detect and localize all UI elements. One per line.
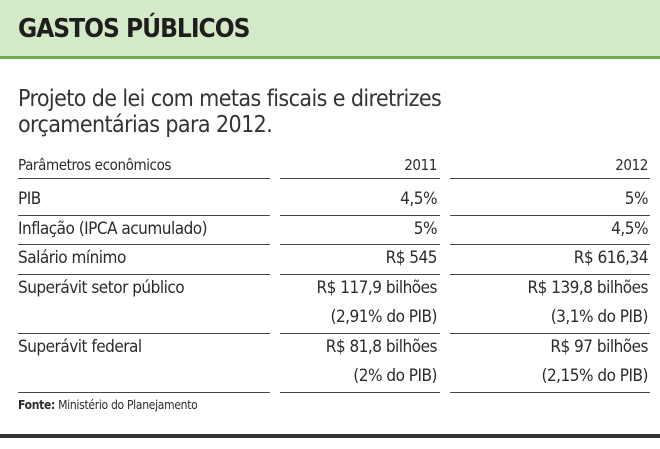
column-header: Parâmetros econômicos [18,156,172,174]
row-rule [280,273,440,275]
row-rule [450,391,650,393]
table-cell: (3,1% do PIB) [550,307,649,327]
row-rule [18,214,270,216]
row-rule [450,178,650,179]
table-cell: R$ 616,34 [573,248,649,268]
row-rule [280,332,440,334]
table-cell: R$ 139,8 bilhões [527,277,649,298]
row-rule [450,332,650,334]
subtitle: Projeto de lei com metas fiscais e diret… [18,86,442,112]
table-cell: (2,91% do PIB) [330,307,437,327]
table-cell: Salário mínimo [18,248,126,268]
subtitle: orçamentárias para 2012. [18,112,273,138]
table-cell: (2% do PIB) [353,366,437,386]
row-rule [450,273,650,275]
table-cell: 4,5% [611,218,648,239]
table-cell: 5% [624,189,649,209]
bottom-rule [0,434,660,438]
column-header: 2012 [615,156,648,174]
row-rule [450,214,650,216]
row-rule [18,391,270,393]
title: GASTOS PÚBLICOS [18,14,250,44]
table-cell: 5% [413,218,438,239]
row-rule [280,244,440,245]
row-rule [18,244,270,245]
source-label: Fonte: [18,398,56,412]
row-rule [280,391,440,393]
table-cell: R$ 81,8 bilhões [325,336,438,357]
table-cell: R$ 545 [385,248,438,268]
table-cell: 4,5% [400,189,437,209]
table-cell: Superávit setor público [18,277,185,298]
row-rule [450,244,650,245]
table-cell: PIB [18,189,41,209]
source-text: Ministério do Planejamento [58,398,198,412]
header-band [0,0,660,59]
table-cell: (2,15% do PIB) [541,366,648,386]
source: Fonte: Ministério do Planejamento [18,398,198,412]
row-rule [18,178,270,179]
column-header: 2011 [404,156,437,174]
table-cell: R$ 97 bilhões [550,336,648,357]
row-rule [280,214,440,216]
table-cell: R$ 117,9 bilhões [316,277,438,298]
table-cell: Superávit federal [18,336,142,357]
row-rule [18,332,270,334]
table-cell: Inflação (IPCA acumulado) [18,218,208,239]
row-rule [280,178,440,179]
row-rule [18,273,270,275]
